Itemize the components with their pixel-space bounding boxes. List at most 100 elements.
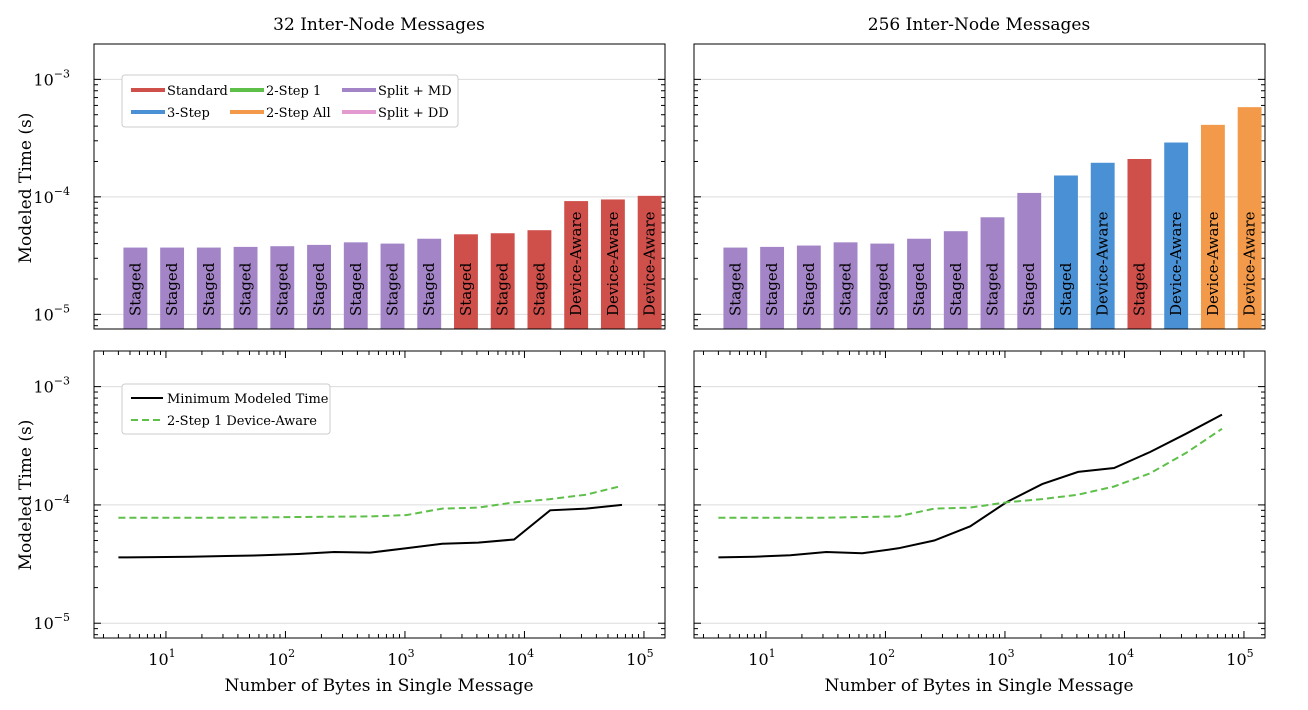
bar-label: Device-Aware (1094, 211, 1112, 316)
y-tick-label: 10−3 (33, 375, 70, 397)
panel-title-left: 32 Inter-Node Messages (273, 15, 485, 35)
bar (760, 246, 785, 329)
bar (307, 244, 331, 329)
bar (343, 242, 368, 329)
bar-label: Staged (347, 262, 365, 316)
bar (196, 247, 221, 329)
x-tick-label: 101 (148, 647, 175, 669)
x-tick-label: 105 (1226, 647, 1253, 669)
bar-label: Device-Aware (604, 211, 622, 316)
bar (1090, 162, 1115, 329)
bar (1164, 142, 1189, 329)
ylabel-top: Modeled Time (s) (16, 113, 36, 264)
panel-bottom-left: 10−3 10−4 10−5 101 102 103 104 105 Minimum Model… (33, 350, 666, 669)
bar-label: Staged (800, 262, 818, 316)
bar-label: Device-Aware (1204, 211, 1222, 316)
bar-label: Staged (273, 262, 291, 316)
x-tick-label: 102 (268, 647, 295, 669)
bar-label: Device-Aware (641, 211, 659, 316)
x-tick-label: 104 (1107, 647, 1134, 669)
panel-top-left: 10−3 10−4 10−5 Staged Staged Staged Staged Stag… (33, 43, 666, 330)
axes-frame (93, 350, 666, 639)
bar (833, 242, 858, 329)
bar (123, 247, 148, 329)
axes-frame (93, 43, 666, 330)
bar (870, 243, 895, 329)
bar (454, 234, 478, 329)
bar (380, 243, 405, 329)
bar (564, 201, 589, 329)
legend-label: 3-Step (167, 106, 210, 121)
bar-label: Device-Aware (567, 211, 585, 316)
bar-label: Staged (984, 262, 1002, 316)
x-tick-label: 101 (748, 647, 775, 669)
bar (1237, 107, 1262, 329)
y-tick-label: 10−5 (33, 611, 70, 633)
legend-box (121, 383, 331, 435)
legend-bars: Standard 3-Step 2-Step 1 2-Step All Split + … (121, 74, 459, 128)
legend-label: 2-Step 1 (266, 84, 321, 99)
bar (233, 246, 258, 329)
bar-label: Staged (1130, 262, 1148, 316)
bar-label: Staged (420, 262, 438, 316)
bar (270, 246, 295, 329)
bar (600, 199, 625, 329)
x-tick-label: 103 (987, 647, 1014, 669)
bar (637, 195, 662, 329)
bar-label: Staged (237, 262, 255, 316)
x-tick-label: 103 (387, 647, 414, 669)
legend-label: Split + DD (378, 106, 449, 121)
x-tick-label: 102 (868, 647, 895, 669)
legend-label: Split + MD (378, 84, 452, 99)
bar-label: Device-Aware (1241, 211, 1259, 316)
axes-frame (693, 43, 1266, 330)
panel-top-right: Staged Staged Staged Staged Staged Staged Stag… (693, 43, 1266, 330)
legend-label: 2-Step 1 Device-Aware (167, 414, 317, 429)
series-line (718, 413, 1223, 559)
bar-label: Staged (457, 262, 475, 316)
bar (943, 231, 968, 329)
x-tick-label: 105 (626, 647, 653, 669)
bar-label: Staged (384, 262, 402, 316)
bar (796, 245, 821, 329)
bar-label: Staged (1057, 262, 1075, 316)
bar-label: Staged (494, 262, 512, 316)
bar-label: Staged (200, 262, 218, 316)
bar (980, 217, 1005, 329)
bar-label: Staged (530, 262, 548, 316)
bar-label: Staged (726, 262, 744, 316)
bar (1200, 124, 1225, 329)
axes-frame (693, 350, 1266, 639)
bar-label: Staged (310, 262, 328, 316)
legend-label: 2-Step All (266, 106, 331, 121)
bar (1127, 158, 1152, 329)
bar-label: Staged (1020, 262, 1038, 316)
bar (527, 230, 552, 329)
legend-lines: Minimum Modeled Time 2-Step 1 Device-Awar… (121, 383, 331, 435)
bar-label: Staged (763, 262, 781, 316)
panel-bottom-right: 101 102 103 104 105 (693, 350, 1266, 669)
bar-label: Staged (126, 262, 144, 316)
bar-label: Staged (837, 262, 855, 316)
ylabel-bottom: Modeled Time (s) (16, 420, 36, 571)
xlabel-right: Number of Bytes in Single Message (824, 676, 1133, 696)
bar-label: Staged (873, 262, 891, 316)
y-tick-label: 10−4 (33, 493, 70, 515)
bar-label: Staged (947, 262, 965, 316)
bar (160, 247, 185, 329)
x-tick-label: 104 (507, 647, 534, 669)
series-line (718, 427, 1223, 519)
series-line (118, 503, 623, 559)
y-tick-label: 10−3 (33, 67, 70, 89)
legend-label: Standard (167, 84, 228, 99)
bar (490, 233, 515, 329)
bar (417, 238, 442, 329)
xlabel-left: Number of Bytes in Single Message (224, 676, 533, 696)
bar (1017, 192, 1042, 329)
y-tick-label: 10−5 (33, 302, 70, 324)
bar-label: Device-Aware (1167, 211, 1185, 316)
bar (1054, 175, 1078, 329)
bar (907, 238, 931, 329)
legend-label: Minimum Modeled Time (167, 392, 329, 407)
